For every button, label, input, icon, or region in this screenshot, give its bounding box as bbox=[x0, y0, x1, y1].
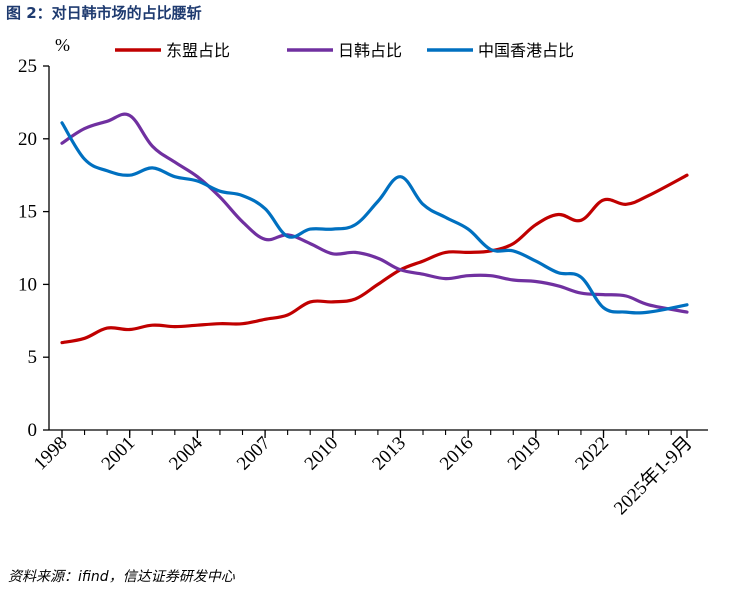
x-tick-label: 2010 bbox=[301, 433, 343, 475]
y-tick-label: 5 bbox=[28, 347, 38, 368]
legend-label-3: 中国香港占比 bbox=[478, 41, 574, 60]
chart-title: 图 2：对日韩市场的占比腰斩 bbox=[6, 4, 202, 22]
x-tick-label: 2022 bbox=[571, 433, 613, 475]
x-tick-label: 2007 bbox=[233, 433, 275, 475]
x-tick-label: 2016 bbox=[436, 433, 478, 475]
series-line-3 bbox=[60, 121, 689, 315]
x-tick-label: 2004 bbox=[165, 432, 207, 474]
x-tick-label: 2025年1-9月 bbox=[609, 432, 696, 519]
legend-label-2: 日韩占比 bbox=[338, 41, 402, 60]
source-note: 资料来源：ifind，信达证券研发中心 bbox=[8, 569, 235, 585]
y-tick-label: 25 bbox=[18, 56, 37, 77]
y-unit-label: % bbox=[55, 35, 70, 55]
y-tick-label: 15 bbox=[18, 202, 37, 223]
series-line-1 bbox=[60, 173, 689, 345]
series-line-2 bbox=[60, 112, 689, 314]
plot-area bbox=[60, 112, 689, 345]
y-tick-label: 20 bbox=[18, 129, 37, 150]
x-tick-label: 2013 bbox=[368, 433, 410, 475]
y-tick-label: 0 bbox=[28, 420, 38, 441]
chart-legend: 东盟占比 日韩占比 中国香港占比 bbox=[115, 41, 574, 60]
legend-label-1: 东盟占比 bbox=[166, 41, 230, 60]
x-tick-label: 2019 bbox=[504, 433, 546, 475]
x-tick-label: 2001 bbox=[98, 433, 140, 475]
y-tick-label: 10 bbox=[18, 274, 37, 295]
